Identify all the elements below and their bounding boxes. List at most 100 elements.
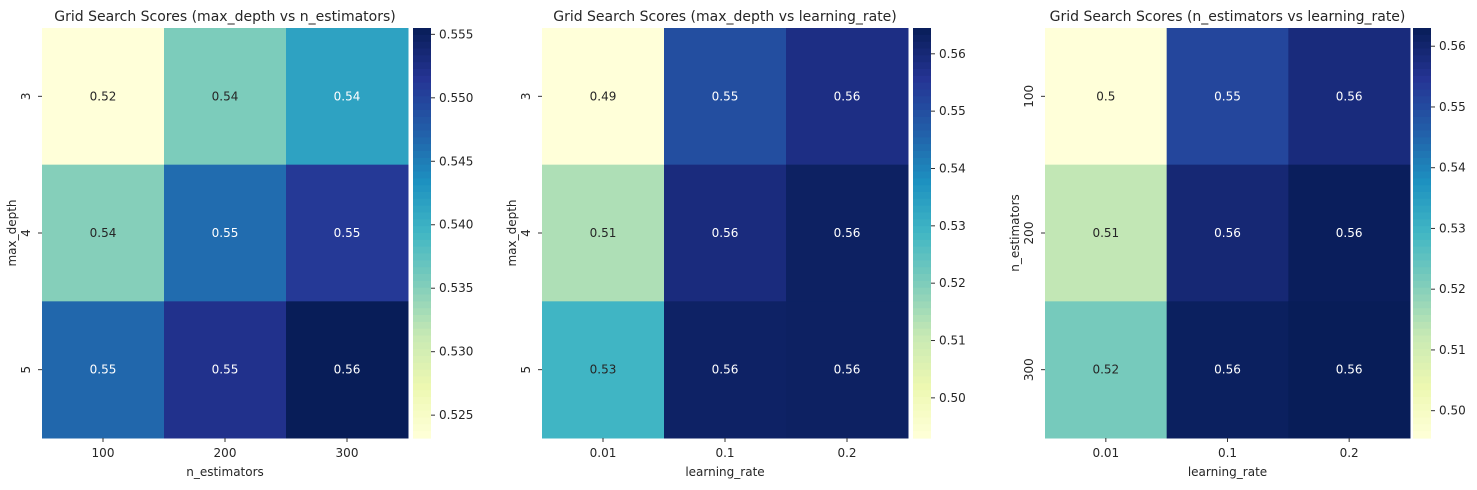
chart-3-colorbar-segment xyxy=(1413,424,1431,432)
chart-2-colorbar-segment xyxy=(913,321,931,330)
chart-2-cell-r3-c1 xyxy=(542,301,665,439)
chart-2-cell-r2-c3 xyxy=(786,164,909,302)
chart-1-title: Grid Search Scores (max_depth vs n_estim… xyxy=(54,9,395,25)
chart-1-y-tick-label: 3 xyxy=(19,93,33,101)
chart-2-colorbar-segment xyxy=(913,34,931,43)
chart-1-colorbar-segment xyxy=(413,376,431,384)
chart-1-colorbar-segment xyxy=(413,315,431,323)
chart-1-colorbar-segment xyxy=(413,34,431,43)
chart-3-colorbar-segment xyxy=(1413,226,1431,234)
chart-1-colorbar-tick-label: 0.555 xyxy=(439,27,473,41)
chart-2-colorbar-segment xyxy=(913,62,931,70)
chart-1-cell-r3-c2 xyxy=(164,301,287,439)
chart-3-y-tick-label: 200 xyxy=(1022,222,1036,245)
chart-3-colorbar-segment xyxy=(1413,151,1431,159)
chart-1-colorbar-segment xyxy=(413,48,431,56)
chart-2-annotation-r1-c3: 0.56 xyxy=(834,89,861,103)
chart-3-cell-r3-c2 xyxy=(1166,301,1289,439)
chart-2-colorbar-segment xyxy=(913,362,931,371)
chart-2-colorbar-segment xyxy=(913,315,931,323)
chart-1-colorbar-segment xyxy=(413,410,431,419)
chart-3-colorbar-segment xyxy=(1413,28,1431,36)
chart-2-colorbar-segment xyxy=(913,274,931,282)
chart-2-colorbar-segment xyxy=(913,157,931,166)
chart-3-colorbar-segment xyxy=(1413,321,1431,330)
chart-1-colorbar-tick-label: 0.530 xyxy=(439,345,473,359)
chart-1-colorbar-segment xyxy=(413,137,431,145)
chart-3-colorbar-tick-label: 0.50 xyxy=(1439,404,1466,418)
chart-1-cell-r2-c3 xyxy=(286,164,409,302)
chart-1-colorbar-segment xyxy=(413,219,431,227)
chart-3-colorbar-segment xyxy=(1413,123,1431,132)
chart-2-colorbar-segment xyxy=(913,219,931,227)
chart-2-colorbar-segment xyxy=(913,417,931,425)
chart-3-cell-r1-c2 xyxy=(1166,28,1289,166)
chart-1-annotation-r2-c2: 0.55 xyxy=(212,226,239,240)
chart-3-colorbar-tick-label: 0.53 xyxy=(1439,221,1466,235)
chart-1-colorbar-segment xyxy=(413,130,431,138)
chart-1-colorbar-segment xyxy=(413,390,431,398)
chart-2-colorbar-segment xyxy=(913,89,931,97)
chart-3-colorbar-segment xyxy=(1413,110,1431,118)
chart-3-colorbar-segment xyxy=(1413,356,1431,364)
chart-2-colorbar-segment xyxy=(913,130,931,138)
chart-2-colorbar-segment xyxy=(913,69,931,77)
chart-1-y-tick-label: 4 xyxy=(19,229,33,237)
chart-2-colorbar-segment xyxy=(913,328,931,337)
chart-3-annotation-r1-c2: 0.55 xyxy=(1214,89,1241,103)
chart-1-colorbar-segment xyxy=(413,157,431,166)
chart-2-colorbar-segment xyxy=(913,383,931,391)
chart-2-colorbar-segment xyxy=(913,151,931,159)
chart-2-colorbar-segment xyxy=(913,82,931,91)
chart-2-colorbar-tick-label: 0.55 xyxy=(939,104,966,118)
chart-3-x-tick-label: 0.2 xyxy=(1340,446,1359,460)
chart-1-colorbar-segment xyxy=(413,75,431,84)
chart-3-y-tick-label: 300 xyxy=(1022,358,1036,381)
chart-1-colorbar-segment xyxy=(413,103,431,111)
chart-2-colorbar-segment xyxy=(913,103,931,111)
chart-3-colorbar-segment xyxy=(1413,431,1431,439)
chart-2-annotation-r3-c3: 0.56 xyxy=(834,363,861,377)
chart-1-annotation-r1-c1: 0.52 xyxy=(90,89,117,103)
chart-3-colorbar-segment xyxy=(1413,48,1431,56)
chart-2-colorbar-segment xyxy=(913,369,931,378)
chart-2-colorbar-segment xyxy=(913,164,931,173)
chart-2-colorbar-tick-label: 0.51 xyxy=(939,334,966,348)
chart-1-colorbar-segment xyxy=(413,328,431,337)
chart-1-colorbar-segment xyxy=(413,62,431,70)
chart-2-annotation-r2-c1: 0.51 xyxy=(590,226,617,240)
chart-3-colorbar-segment xyxy=(1413,130,1431,138)
chart-2-colorbar-segment xyxy=(913,287,931,296)
chart-1-x-tick-label: 300 xyxy=(336,446,359,460)
chart-1-annotation-r3-c1: 0.55 xyxy=(90,363,117,377)
chart-2-colorbar-segment xyxy=(913,185,931,193)
chart-2-colorbar-segment xyxy=(913,178,931,186)
chart-1-colorbar-segment xyxy=(413,212,431,220)
chart-1-colorbar-segment xyxy=(413,28,431,36)
chart-2-colorbar-segment xyxy=(913,205,931,214)
chart-2-colorbar-segment xyxy=(913,110,931,118)
chart-3-colorbar-segment xyxy=(1413,178,1431,186)
chart-1-colorbar-segment xyxy=(413,205,431,214)
chart-2-colorbar-segment xyxy=(913,424,931,432)
chart-2-colorbar-segment xyxy=(913,198,931,207)
chart-2-colorbar-segment xyxy=(913,55,931,63)
chart-3-annotation-r2-c2: 0.56 xyxy=(1214,226,1241,240)
chart-1-annotation-r2-c1: 0.54 xyxy=(90,226,117,240)
chart-1-cell-r2-c1 xyxy=(42,164,165,302)
chart-1-colorbar-segment xyxy=(413,239,431,248)
chart-2-cell-r1-c2 xyxy=(664,28,787,166)
chart-3-colorbar-segment xyxy=(1413,376,1431,384)
chart-2-x-tick-label: 0.1 xyxy=(715,446,734,460)
chart-1-colorbar-segment xyxy=(413,362,431,371)
chart-1-cell-r1-c3 xyxy=(286,28,409,166)
chart-3-colorbar-segment xyxy=(1413,383,1431,391)
chart-1-cell-r1-c1 xyxy=(42,28,165,166)
chart-3-colorbar-tick-label: 0.55 xyxy=(1439,100,1466,114)
chart-2-colorbar-segment xyxy=(913,403,931,412)
chart-1-colorbar-segment xyxy=(413,260,431,268)
chart-2-colorbar-segment xyxy=(913,335,931,343)
chart-3-colorbar-segment xyxy=(1413,410,1431,419)
chart-2-colorbar-segment xyxy=(913,96,931,104)
chart-2-colorbar-segment xyxy=(913,397,931,405)
